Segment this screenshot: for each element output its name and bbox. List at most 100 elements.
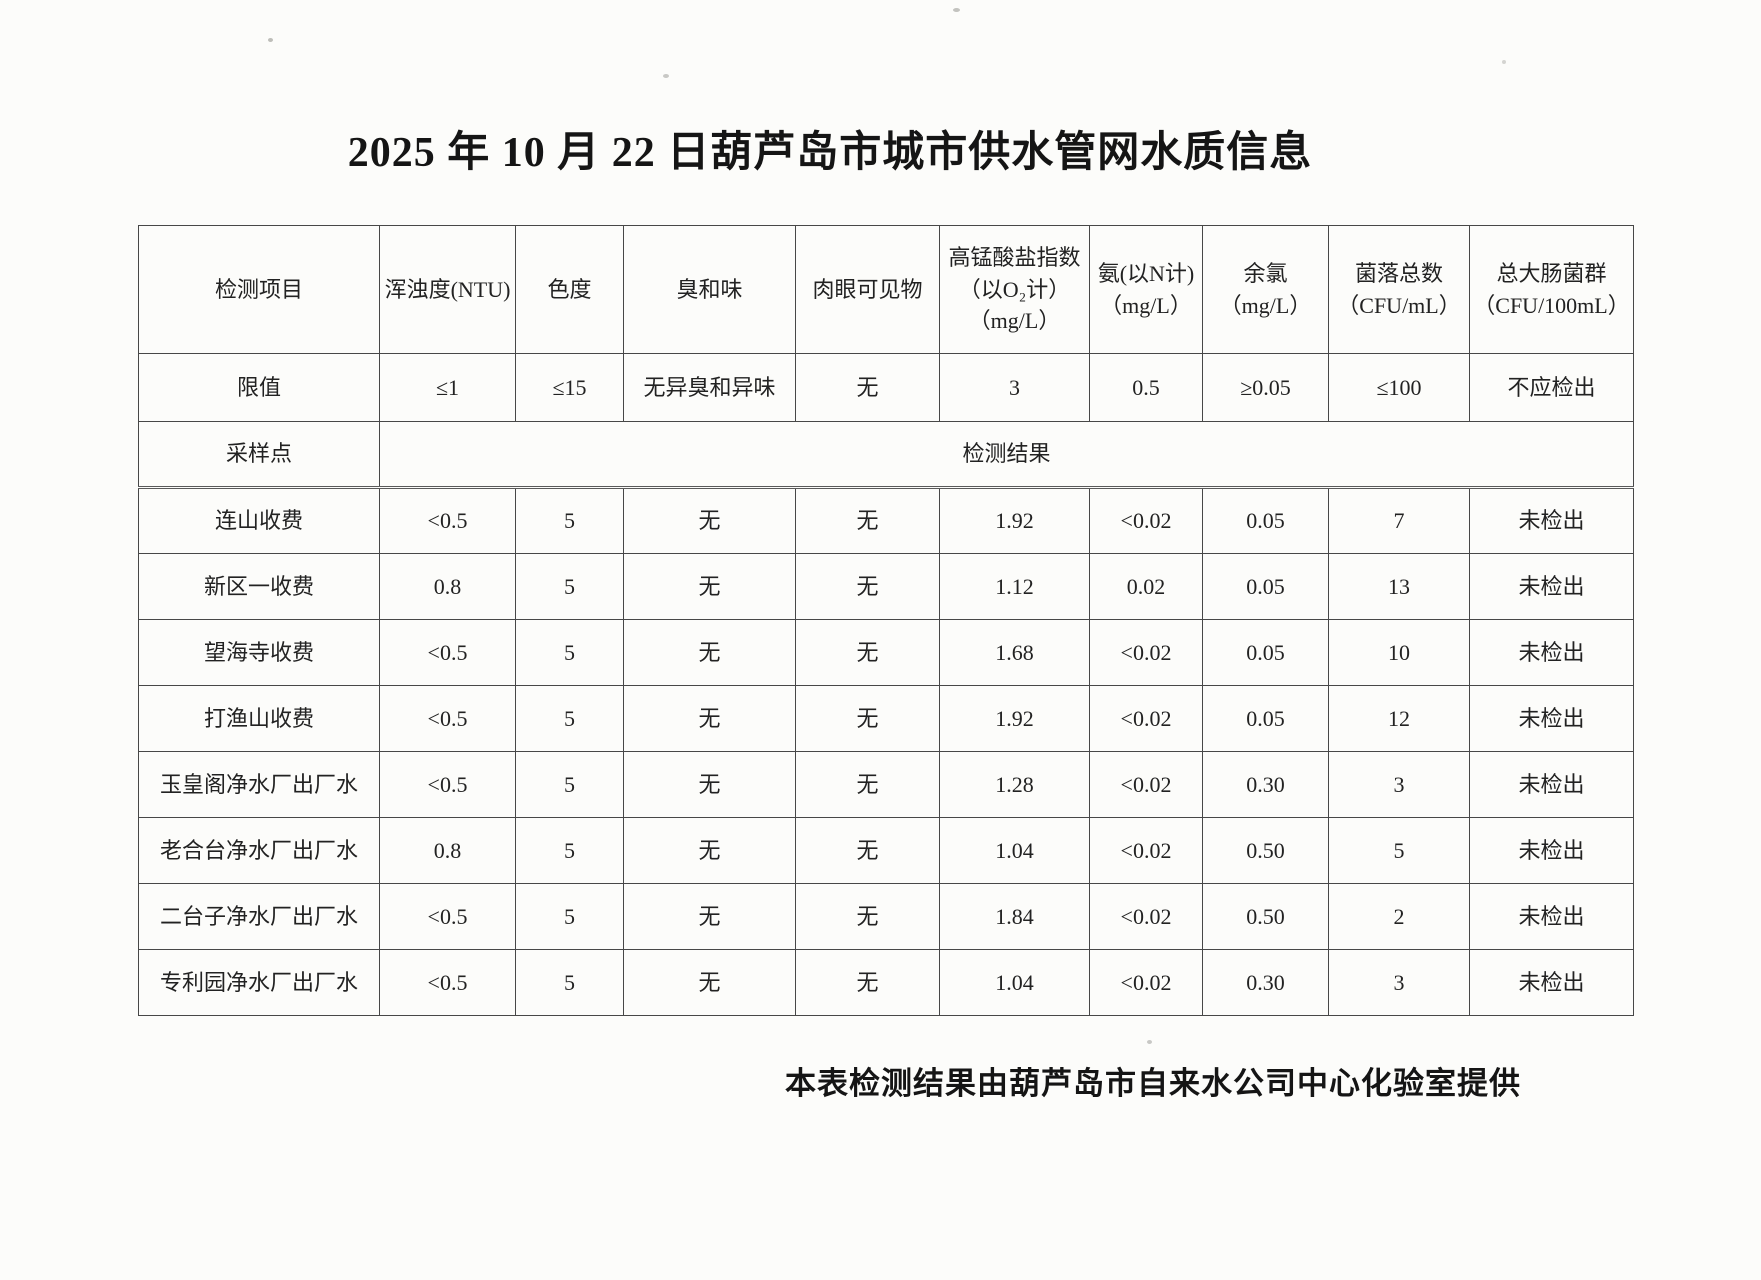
value-cell: 未检出	[1469, 949, 1634, 1016]
table-row: 望海寺收费 <0.5 5 无 无 1.68 <0.02 0.05 10 未检出	[138, 619, 1634, 686]
value-cell: 7	[1328, 487, 1470, 554]
scan-speck	[1147, 1040, 1152, 1044]
col-header-colony-count: 菌落总数 （CFU/mL）	[1328, 225, 1470, 354]
value-cell: <0.02	[1089, 487, 1203, 554]
value-cell: 5	[515, 553, 624, 620]
value-cell: <0.02	[1089, 817, 1203, 884]
value-cell: 无	[795, 817, 940, 884]
value-cell: 未检出	[1469, 553, 1634, 620]
value-cell: 0.05	[1202, 553, 1329, 620]
value-cell: 13	[1328, 553, 1470, 620]
value-cell: <0.5	[379, 619, 516, 686]
site-name-cell: 连山收费	[138, 487, 380, 554]
value-cell: <0.5	[379, 685, 516, 752]
header-line: 检测项目	[214, 276, 303, 302]
value-cell: <0.5	[379, 883, 516, 950]
limit-row: 限值 ≤1 ≤15 无异臭和异味 无 3 0.5 ≥0.05 ≤100 不应检出	[138, 353, 1634, 422]
table-header-row: 检测项目 浑浊度(NTU) 色度 臭和味 肉眼可见物 高锰酸盐指数 （以O₂计）…	[138, 225, 1634, 354]
value-cell: 0.8	[379, 817, 516, 884]
value-cell: 0.30	[1202, 751, 1329, 818]
value-cell: 无	[623, 685, 796, 752]
header-line: （以O₂计）	[958, 276, 1071, 302]
value-cell: 1.12	[939, 553, 1090, 620]
value-cell: 未检出	[1469, 883, 1634, 950]
value-cell: 0.05	[1202, 487, 1329, 554]
site-name-cell: 新区一收费	[138, 553, 380, 620]
value-cell: 0.05	[1202, 685, 1329, 752]
header-line: 总大肠菌群	[1496, 260, 1607, 286]
value-cell: 无	[623, 487, 796, 554]
value-cell: <0.02	[1089, 685, 1203, 752]
value-cell: 1.84	[939, 883, 1090, 950]
header-line: 余氯	[1243, 260, 1288, 286]
value-cell: 0.50	[1202, 883, 1329, 950]
site-name-cell: 玉皇阁净水厂出厂水	[138, 751, 380, 818]
limit-row-label: 限值	[138, 353, 380, 422]
value-cell: 1.04	[939, 949, 1090, 1016]
value-cell: 未检出	[1469, 487, 1634, 554]
value-cell: <0.5	[379, 487, 516, 554]
limit-value: 无	[795, 353, 940, 422]
value-cell: 5	[515, 817, 624, 884]
value-cell: 5	[515, 685, 624, 752]
value-cell: 无	[795, 619, 940, 686]
value-cell: 无	[623, 949, 796, 1016]
value-cell: 无	[623, 553, 796, 620]
limit-value: 3	[939, 353, 1090, 422]
value-cell: 无	[795, 685, 940, 752]
table-row: 打渔山收费 <0.5 5 无 无 1.92 <0.02 0.05 12 未检出	[138, 685, 1634, 752]
value-cell: 1.92	[939, 487, 1090, 554]
value-cell: <0.02	[1089, 883, 1203, 950]
value-cell: 无	[795, 949, 940, 1016]
table-row: 连山收费 <0.5 5 无 无 1.92 <0.02 0.05 7 未检出	[138, 487, 1634, 554]
col-header-test-item: 检测项目	[138, 225, 380, 354]
header-line: （mg/L）	[1219, 292, 1312, 318]
value-cell: 0.05	[1202, 619, 1329, 686]
value-cell: 5	[515, 751, 624, 818]
table-row: 老合台净水厂出厂水 0.8 5 无 无 1.04 <0.02 0.50 5 未检…	[138, 817, 1634, 884]
value-cell: 1.28	[939, 751, 1090, 818]
table-row: 二台子净水厂出厂水 <0.5 5 无 无 1.84 <0.02 0.50 2 未…	[138, 883, 1634, 950]
value-cell: 无	[795, 553, 940, 620]
header-line: 菌落总数	[1354, 260, 1443, 286]
header-line: （CFU/mL）	[1337, 292, 1461, 318]
value-cell: 无	[795, 883, 940, 950]
value-cell: 无	[623, 817, 796, 884]
limit-value: ≤15	[515, 353, 624, 422]
value-cell: 未检出	[1469, 685, 1634, 752]
value-cell: 10	[1328, 619, 1470, 686]
col-header-turbidity: 浑浊度(NTU)	[379, 225, 516, 354]
value-cell: 未检出	[1469, 751, 1634, 818]
limit-value: 不应检出	[1469, 353, 1634, 422]
value-cell: 无	[795, 751, 940, 818]
value-cell: 12	[1328, 685, 1470, 752]
col-header-visible-matter: 肉眼可见物	[795, 225, 940, 354]
value-cell: 5	[515, 949, 624, 1016]
limit-value: ≤100	[1328, 353, 1470, 422]
value-cell: 1.04	[939, 817, 1090, 884]
value-cell: 无	[795, 487, 940, 554]
value-cell: 0.30	[1202, 949, 1329, 1016]
value-cell: <0.5	[379, 751, 516, 818]
col-header-color: 色度	[515, 225, 624, 354]
value-cell: 0.02	[1089, 553, 1203, 620]
header-line: 臭和味	[676, 276, 743, 302]
page-title: 2025 年 10 月 22 日葫芦岛市城市供水管网水质信息	[347, 130, 1313, 176]
scan-speck	[953, 8, 960, 12]
value-cell: 0.50	[1202, 817, 1329, 884]
value-cell: 0.8	[379, 553, 516, 620]
value-cell: 5	[1328, 817, 1470, 884]
sampling-point-label: 采样点	[138, 421, 380, 489]
value-cell: 1.92	[939, 685, 1090, 752]
site-name-cell: 老合台净水厂出厂水	[138, 817, 380, 884]
value-cell: 未检出	[1469, 619, 1634, 686]
header-line: 高锰酸盐指数	[948, 244, 1081, 270]
header-line: （mg/L）	[968, 308, 1061, 334]
site-name-cell: 二台子净水厂出厂水	[138, 883, 380, 950]
test-results-label: 检测结果	[379, 421, 1634, 489]
value-cell: 5	[515, 487, 624, 554]
limit-value: 无异臭和异味	[623, 353, 796, 422]
header-line: 氨(以N计)	[1097, 260, 1195, 286]
limit-value: ≥0.05	[1202, 353, 1329, 422]
value-cell: 1.68	[939, 619, 1090, 686]
